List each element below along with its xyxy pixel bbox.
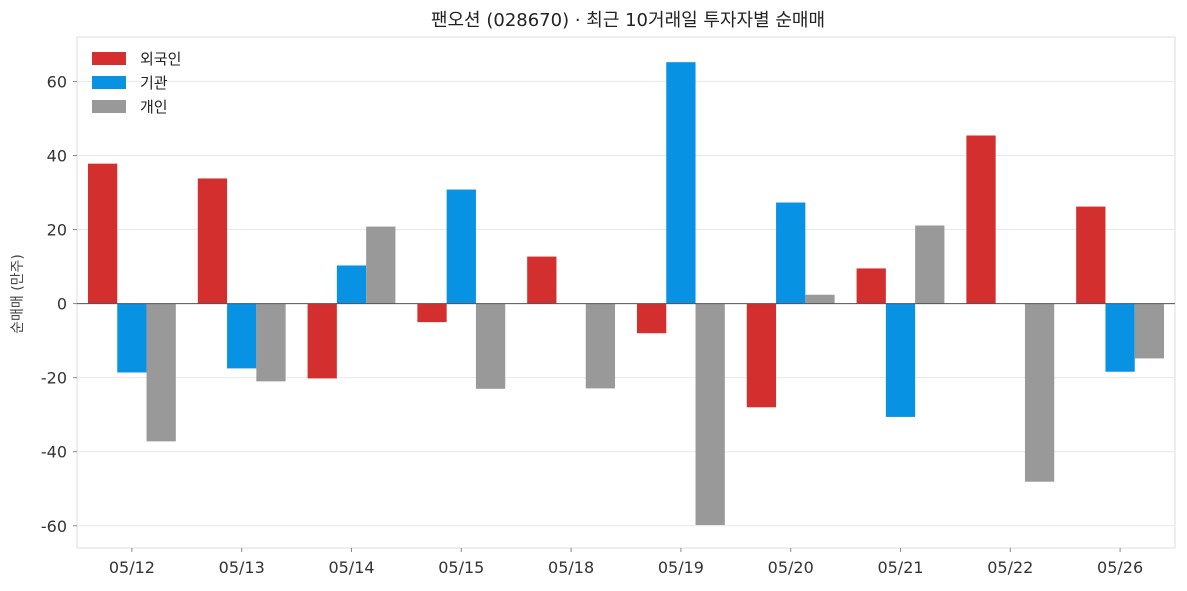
bar-1-2 [336, 265, 367, 304]
x-tick-label: 05/12 [109, 558, 155, 577]
x-tick-label: 05/22 [987, 558, 1033, 577]
bar-2-2 [366, 226, 396, 304]
y-axis-label: 순매매 (만주) [10, 254, 26, 334]
legend-swatch [92, 100, 126, 113]
x-tick-label: 05/13 [219, 558, 265, 577]
bar-1-7 [885, 303, 916, 417]
bar-2-7 [915, 225, 945, 304]
bar-1-6 [776, 202, 806, 304]
legend-swatch [92, 76, 126, 89]
bars [77, 62, 1175, 526]
plot-frame [76, 36, 1176, 549]
bar-0-9 [1076, 206, 1106, 304]
bar-2-4 [585, 303, 616, 389]
legend-label: 외국인 [140, 50, 181, 68]
bar-1-9 [1105, 303, 1135, 372]
x-tick-label: 05/19 [658, 558, 704, 577]
chart-title: 팬오션 (028670) · 최근 10거래일 투자자별 순매매 [431, 10, 825, 31]
bar-1-5 [666, 62, 696, 304]
x-tick-label: 05/14 [328, 558, 374, 577]
legend-label: 기관 [140, 74, 168, 92]
x-tick-label: 05/21 [877, 558, 923, 577]
bar-2-9 [1134, 303, 1165, 359]
bar-0-4 [527, 256, 557, 304]
x-tick-label: 05/26 [1097, 558, 1143, 577]
bar-0-0 [87, 163, 118, 304]
axis-ticks: -60 -40 -20 0 20 40 60 05/12 05/13 05/14 05/15 05/1… [41, 72, 1143, 577]
y-tick-label: 40 [47, 146, 67, 165]
legend-label: 개인 [140, 98, 168, 116]
bar-0-3 [417, 303, 447, 323]
bar-1-3 [446, 189, 476, 304]
x-tick-label: 05/15 [438, 558, 484, 577]
y-tick-label: 20 [47, 221, 67, 240]
y-tick-label: -40 [41, 443, 67, 462]
x-tick-label: 05/18 [548, 558, 594, 577]
bar-0-1 [197, 178, 228, 304]
gridlines [76, 36, 1176, 549]
bar-2-0 [146, 303, 176, 442]
bar-0-8 [966, 135, 996, 304]
y-tick-label: 0 [57, 295, 67, 314]
y-tick-label: -60 [41, 517, 67, 536]
bar-1-1 [227, 303, 257, 369]
bar-0-6 [746, 303, 777, 408]
bar-2-1 [256, 303, 286, 382]
x-tick-label: 05/20 [768, 558, 814, 577]
legend-swatch [92, 52, 126, 65]
bar-2-8 [1024, 303, 1055, 482]
y-tick-label: -20 [41, 369, 67, 388]
bar-0-2 [307, 303, 337, 379]
bar-0-7 [856, 268, 886, 304]
bar-2-6 [805, 294, 835, 304]
bar-2-5 [695, 303, 725, 526]
bar-1-0 [117, 303, 147, 373]
y-tick-label: 60 [47, 72, 67, 91]
bar-0-5 [636, 303, 667, 334]
bar-2-3 [475, 303, 506, 389]
